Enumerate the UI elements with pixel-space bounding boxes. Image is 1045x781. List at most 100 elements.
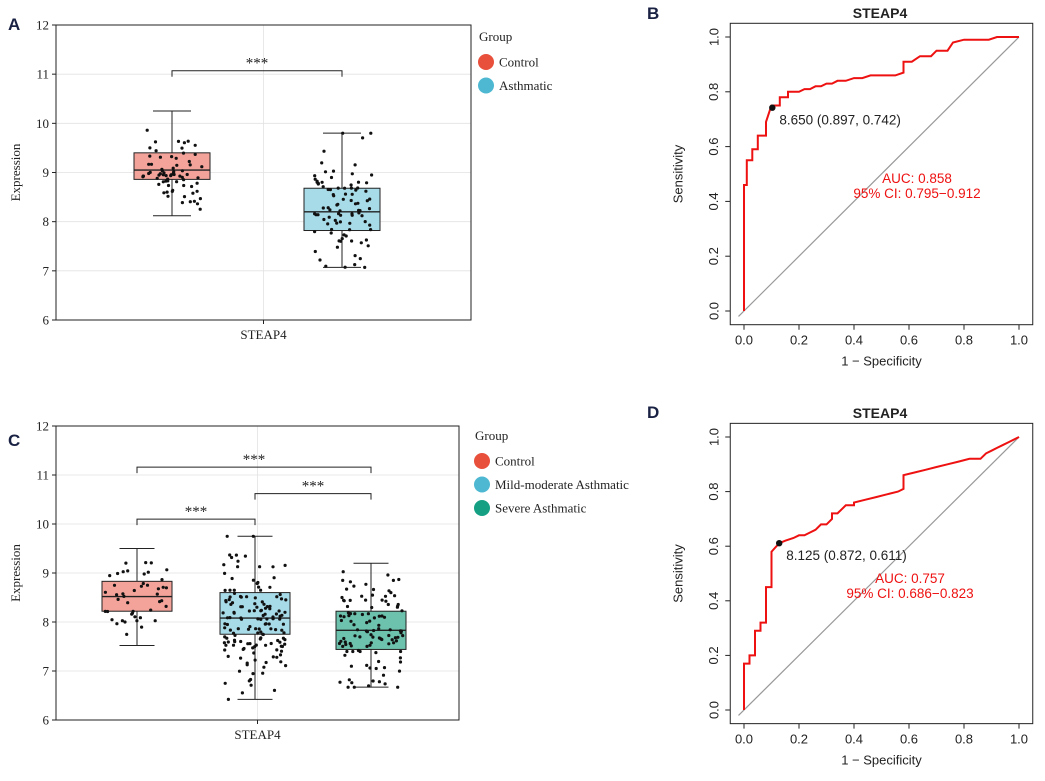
data-point — [264, 643, 268, 647]
data-point — [247, 609, 251, 613]
data-point — [108, 574, 112, 578]
data-point — [396, 635, 400, 639]
data-point — [277, 609, 281, 613]
data-point — [248, 625, 252, 629]
box-group — [133, 110, 211, 217]
data-point — [126, 601, 130, 605]
data-point — [254, 643, 258, 647]
data-point — [148, 154, 152, 158]
data-point — [267, 622, 271, 626]
data-point — [333, 218, 337, 222]
data-point — [370, 605, 374, 610]
data-point — [365, 663, 369, 668]
data-point — [106, 609, 110, 614]
data-point — [243, 554, 247, 558]
data-point — [369, 228, 373, 232]
data-point — [283, 563, 287, 568]
data-point — [358, 635, 362, 639]
data-point — [326, 222, 330, 226]
threshold-label: 8.125 (0.872, 0.611) — [786, 548, 907, 563]
data-point — [278, 617, 282, 621]
data-point — [342, 636, 346, 641]
data-point — [144, 561, 148, 565]
y-tick-label: 7 — [43, 263, 50, 278]
data-point — [324, 264, 328, 268]
data-point — [121, 570, 125, 574]
data-point — [338, 209, 342, 213]
data-point — [120, 619, 124, 623]
data-point — [187, 159, 191, 164]
data-point — [268, 585, 272, 589]
data-point — [121, 592, 125, 596]
data-point — [175, 163, 179, 167]
data-point — [103, 609, 107, 614]
data-point — [279, 597, 284, 601]
data-point — [198, 207, 202, 211]
data-point — [196, 176, 200, 180]
y-tick-label: 0.0 — [706, 701, 721, 719]
data-point — [313, 174, 317, 178]
data-point — [338, 220, 342, 224]
data-point — [349, 186, 353, 190]
data-point — [364, 629, 368, 633]
data-point — [360, 594, 364, 598]
data-point — [393, 636, 397, 640]
data-point — [228, 628, 232, 632]
y-tick-label: 12 — [36, 18, 49, 33]
data-point — [313, 230, 317, 234]
data-point — [255, 605, 259, 609]
data-point — [166, 194, 170, 198]
bracket-line — [254, 493, 372, 500]
data-point — [275, 648, 279, 652]
data-point — [278, 640, 282, 644]
significance-label: *** — [185, 504, 208, 520]
data-point — [126, 569, 130, 573]
data-point — [259, 630, 263, 634]
data-point — [384, 599, 388, 603]
data-point — [350, 212, 354, 216]
data-point — [112, 583, 117, 587]
y-tick-label: 0.2 — [706, 646, 721, 664]
box-group — [219, 534, 291, 702]
data-point — [397, 669, 402, 673]
data-point — [274, 628, 278, 632]
data-point — [284, 664, 288, 668]
data-point — [252, 651, 256, 655]
auc-label: AUC: 0.858 — [882, 171, 952, 186]
data-point — [169, 174, 173, 178]
data-point — [397, 577, 401, 582]
data-point — [225, 622, 229, 627]
data-point — [191, 191, 195, 195]
box — [303, 187, 381, 232]
data-point — [182, 183, 186, 188]
data-point — [224, 599, 228, 603]
data-point — [230, 576, 234, 581]
data-point — [195, 202, 200, 206]
data-point — [366, 612, 370, 616]
data-point — [321, 185, 325, 189]
data-point — [256, 617, 260, 621]
data-point — [283, 642, 287, 646]
data-point — [223, 648, 227, 652]
data-point — [320, 180, 324, 184]
data-point — [240, 691, 244, 695]
significance-bracket: *** — [136, 452, 372, 474]
data-point — [399, 649, 403, 654]
y-axis-label: Expression — [8, 143, 23, 201]
data-point — [280, 644, 284, 649]
panel-A: A 6 7 8 9 10 11 12 STEAP4 Expression *** Group Contr… — [8, 15, 553, 342]
data-point — [371, 679, 375, 683]
data-point — [316, 182, 320, 186]
y-tick-label: 0.2 — [706, 247, 721, 265]
data-point — [383, 682, 387, 686]
data-point — [401, 634, 405, 638]
data-point — [377, 614, 381, 618]
chart-title: STEAP4 — [853, 405, 908, 421]
x-tick-label: 1.0 — [1010, 333, 1028, 348]
data-point — [349, 644, 353, 648]
data-point — [153, 619, 157, 623]
data-point — [328, 208, 332, 212]
x-tick-label: 0.6 — [900, 333, 918, 348]
data-point — [251, 534, 255, 538]
data-point — [140, 625, 144, 629]
